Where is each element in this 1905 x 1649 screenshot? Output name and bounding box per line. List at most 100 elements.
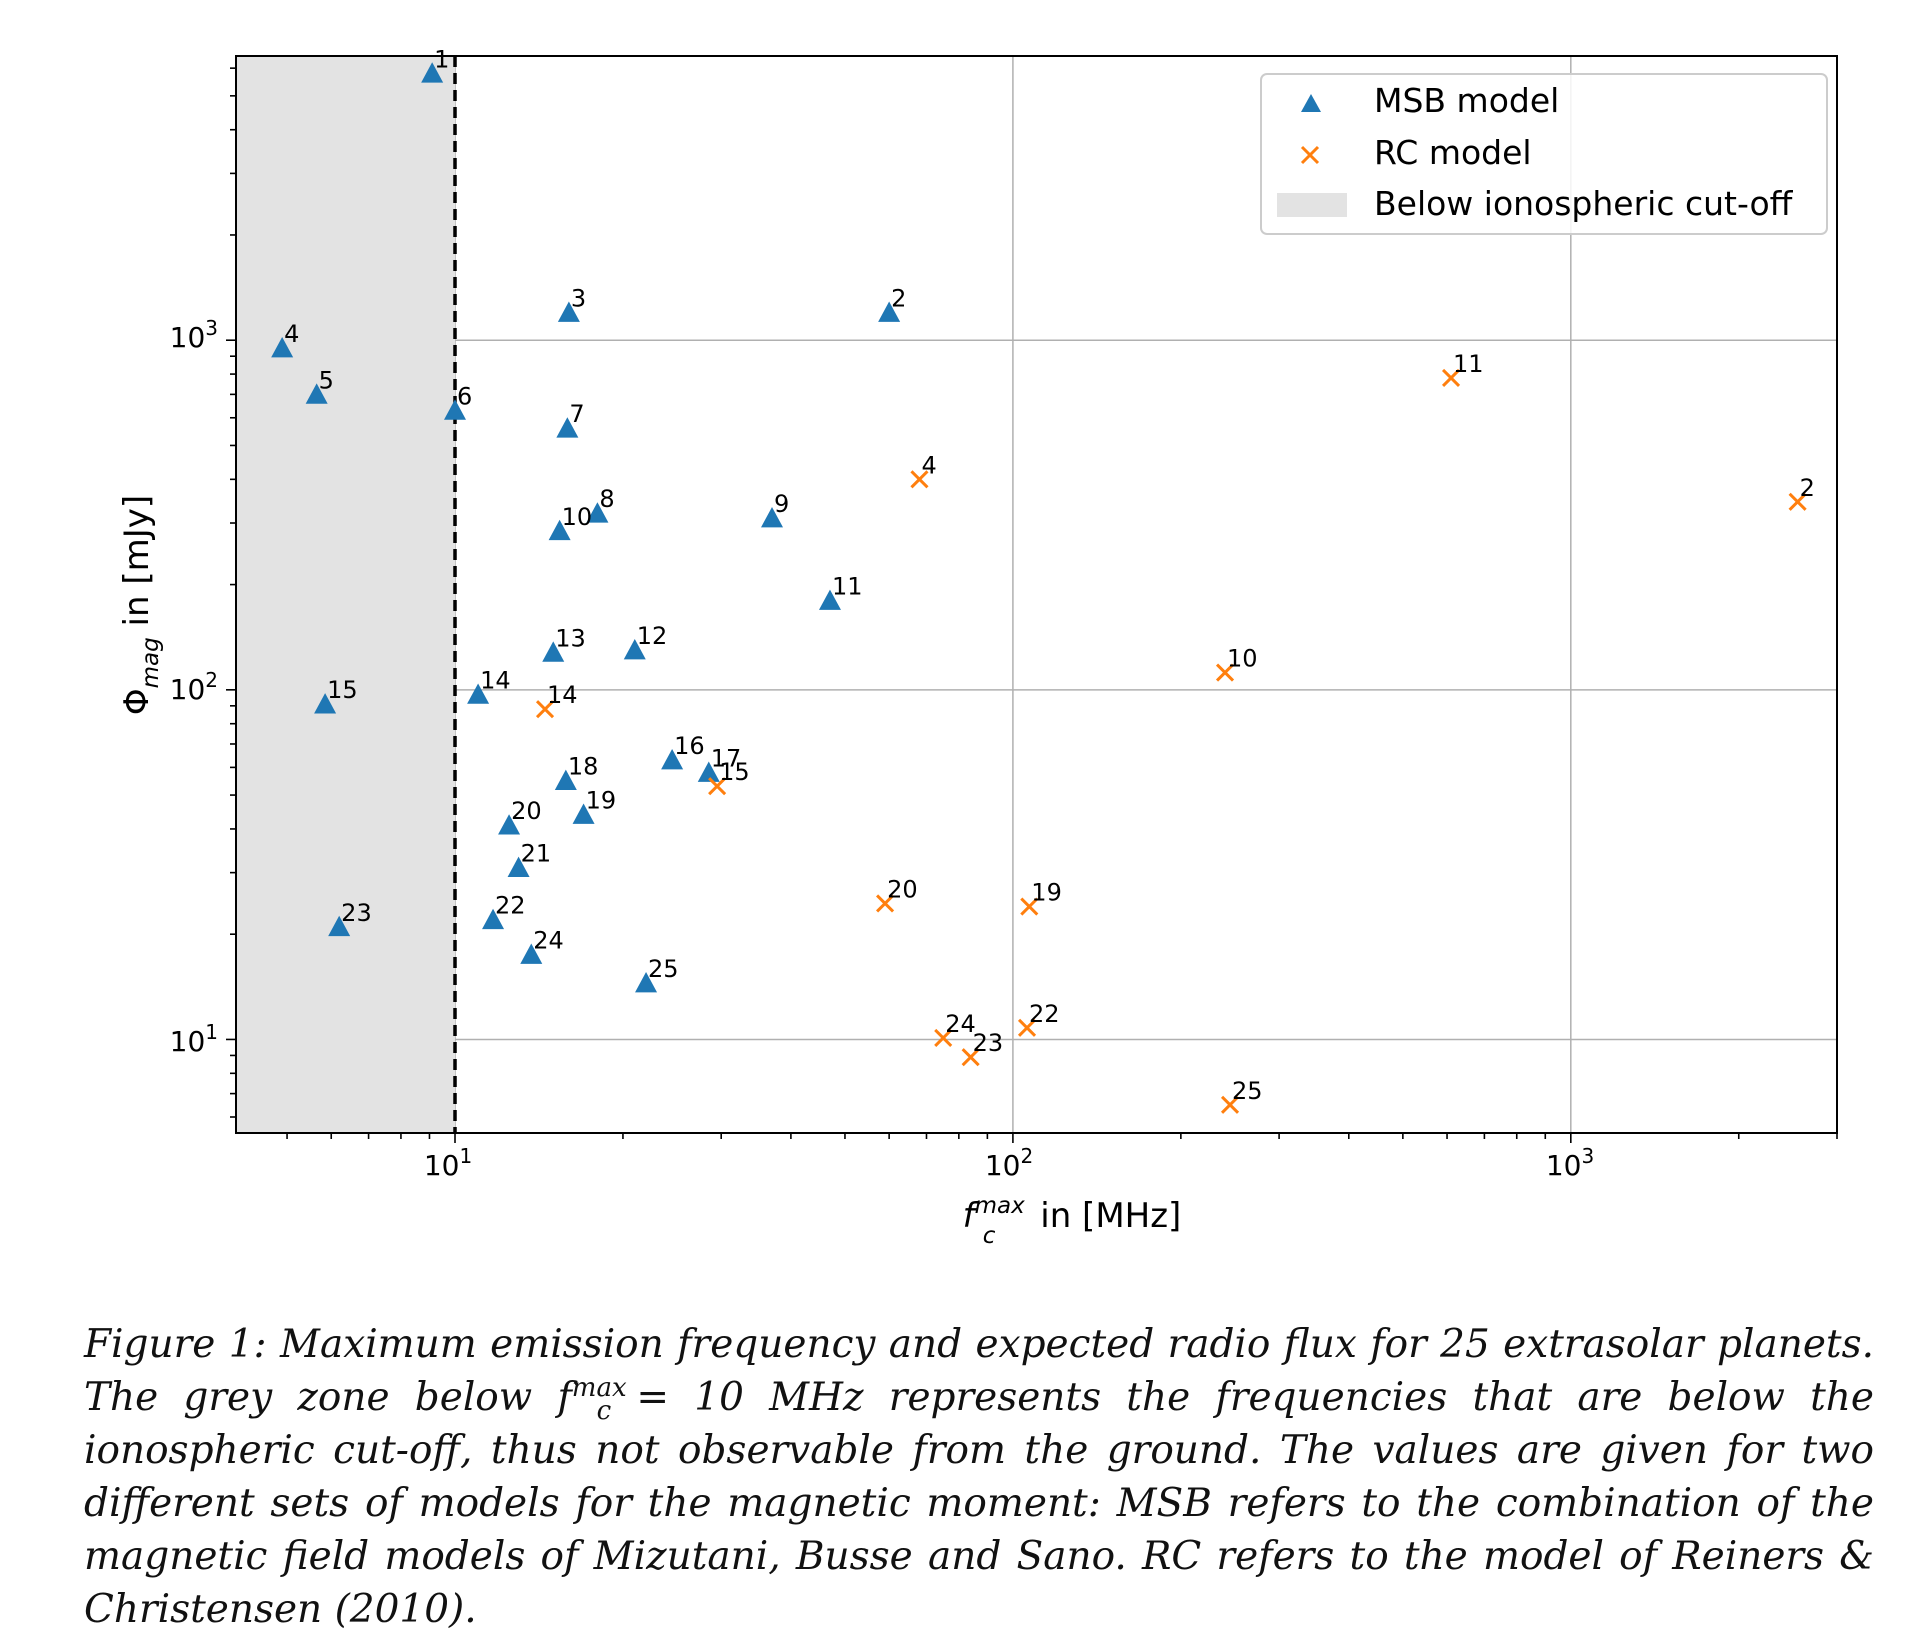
axes-frame — [235, 55, 1838, 1134]
caption-part-1: Figure 1: Maximum emission frequency and… — [84, 1322, 1874, 1420]
msb-point — [498, 814, 521, 835]
msb-point — [554, 769, 577, 790]
msb-point-label: 20 — [511, 797, 542, 825]
y-tick-label-10-2: 102 — [170, 668, 218, 706]
rc-point — [708, 777, 727, 796]
rc-point — [961, 1048, 980, 1067]
ionospheric-cutoff-region — [236, 56, 456, 1133]
msb-point — [305, 383, 328, 404]
msb-point — [542, 641, 565, 662]
caption-part-2: = 10 MHz represents the frequencies that… — [84, 1375, 1874, 1632]
msb-point — [467, 683, 490, 704]
x-tick-label-10-1: 101 — [424, 1144, 472, 1182]
msb-point-label: 23 — [341, 899, 372, 927]
msb-point — [271, 336, 294, 358]
msb-point-label: 7 — [569, 400, 584, 428]
rc-point — [1441, 368, 1461, 387]
msb-point — [556, 417, 579, 438]
rc-point-label: 2 — [1800, 474, 1815, 502]
legend-label-cutoff: Below ionospheric cut-off — [1374, 184, 1794, 223]
msb-point-label: 25 — [648, 955, 679, 983]
rc-point-label: 23 — [973, 1029, 1004, 1057]
rc-point — [535, 700, 555, 719]
msb-point — [482, 908, 505, 930]
legend-triangle-icon — [1301, 94, 1321, 112]
msb-point — [635, 972, 658, 993]
rc-point-label: 20 — [887, 875, 918, 903]
msb-point-label: 2 — [891, 285, 906, 313]
msb-point-label: 12 — [637, 622, 668, 650]
msb-point — [572, 803, 595, 824]
x-tick-label-10-2: 102 — [985, 1144, 1033, 1182]
msb-point-label: 11 — [832, 573, 863, 601]
msb-point-label: 10 — [562, 503, 593, 531]
msb-point-label: 3 — [571, 285, 586, 313]
msb-point-label: 21 — [521, 840, 552, 868]
msb-point-label: 13 — [555, 624, 586, 652]
msb-point — [761, 507, 784, 528]
msb-point — [878, 301, 901, 322]
rc-point — [1020, 897, 1039, 916]
msb-point — [818, 589, 841, 610]
msb-point — [557, 301, 580, 322]
legend-box — [1260, 73, 1828, 235]
rc-point-label: 4 — [921, 451, 936, 479]
legend-label-msb: MSB model — [1374, 81, 1559, 120]
caption-f-sup: max — [571, 1373, 627, 1403]
msb-point-label: 15 — [327, 676, 358, 704]
rc-point-label: 14 — [547, 681, 578, 709]
msb-point-label: 18 — [568, 753, 599, 781]
msb-point — [421, 62, 444, 83]
msb-point-label: 5 — [319, 366, 334, 394]
rc-point-label: 24 — [945, 1010, 976, 1038]
msb-point-label: 4 — [284, 320, 299, 348]
msb-point-label: 8 — [599, 485, 614, 513]
legend: MSB model RC model Below ionospheric cut… — [1260, 73, 1828, 235]
msb-point — [314, 693, 337, 714]
rc-point-label: 19 — [1031, 879, 1062, 907]
msb-point-label: 24 — [533, 926, 564, 954]
msb-point — [520, 943, 543, 964]
rc-point — [1017, 1018, 1037, 1037]
msb-point — [623, 638, 646, 660]
msb-point — [661, 748, 684, 770]
x-axis-label: fmax c in [MHz] — [963, 1193, 1182, 1249]
msb-point-label: 16 — [674, 732, 705, 760]
rc-point — [876, 894, 895, 913]
msb-point-label: 17 — [711, 745, 742, 773]
shaded-area — [236, 56, 456, 1133]
rc-point — [910, 470, 929, 489]
msb-point-label: 1 — [434, 45, 449, 73]
rc-point-label: 22 — [1029, 1000, 1060, 1028]
rc-point — [1215, 663, 1235, 682]
msb-point-label: 14 — [480, 666, 511, 694]
y-tick-label-10-3: 103 — [170, 316, 218, 354]
rc-point-label: 11 — [1453, 350, 1484, 378]
y-tick-label-10-1: 101 — [170, 1020, 218, 1058]
rc-point — [934, 1028, 953, 1047]
caption-f-symbol: f — [557, 1375, 572, 1420]
rc-point — [1788, 492, 1807, 511]
legend-x-icon — [1300, 145, 1320, 165]
msb-point — [328, 915, 351, 937]
msb-point-label: 22 — [495, 892, 526, 920]
rc-point-label: 25 — [1232, 1077, 1263, 1105]
caption-f-sub: c — [596, 1395, 612, 1426]
msb-point-label: 6 — [457, 382, 472, 410]
msb-point — [586, 502, 609, 523]
msb-point — [697, 761, 720, 782]
rc-point-label: 15 — [719, 758, 750, 786]
x-tick-label-10-3: 103 — [1546, 1144, 1594, 1182]
legend-shade-swatch — [1277, 193, 1347, 217]
rc-point-label: 10 — [1227, 645, 1258, 673]
plot-frame — [235, 55, 1838, 1134]
y-axis-label: Φmag in [mJy] — [117, 495, 164, 715]
msb-point — [548, 519, 571, 541]
legend-label-rc: RC model — [1374, 133, 1532, 172]
msb-point-label: 9 — [774, 490, 789, 518]
msb-point — [444, 399, 467, 420]
